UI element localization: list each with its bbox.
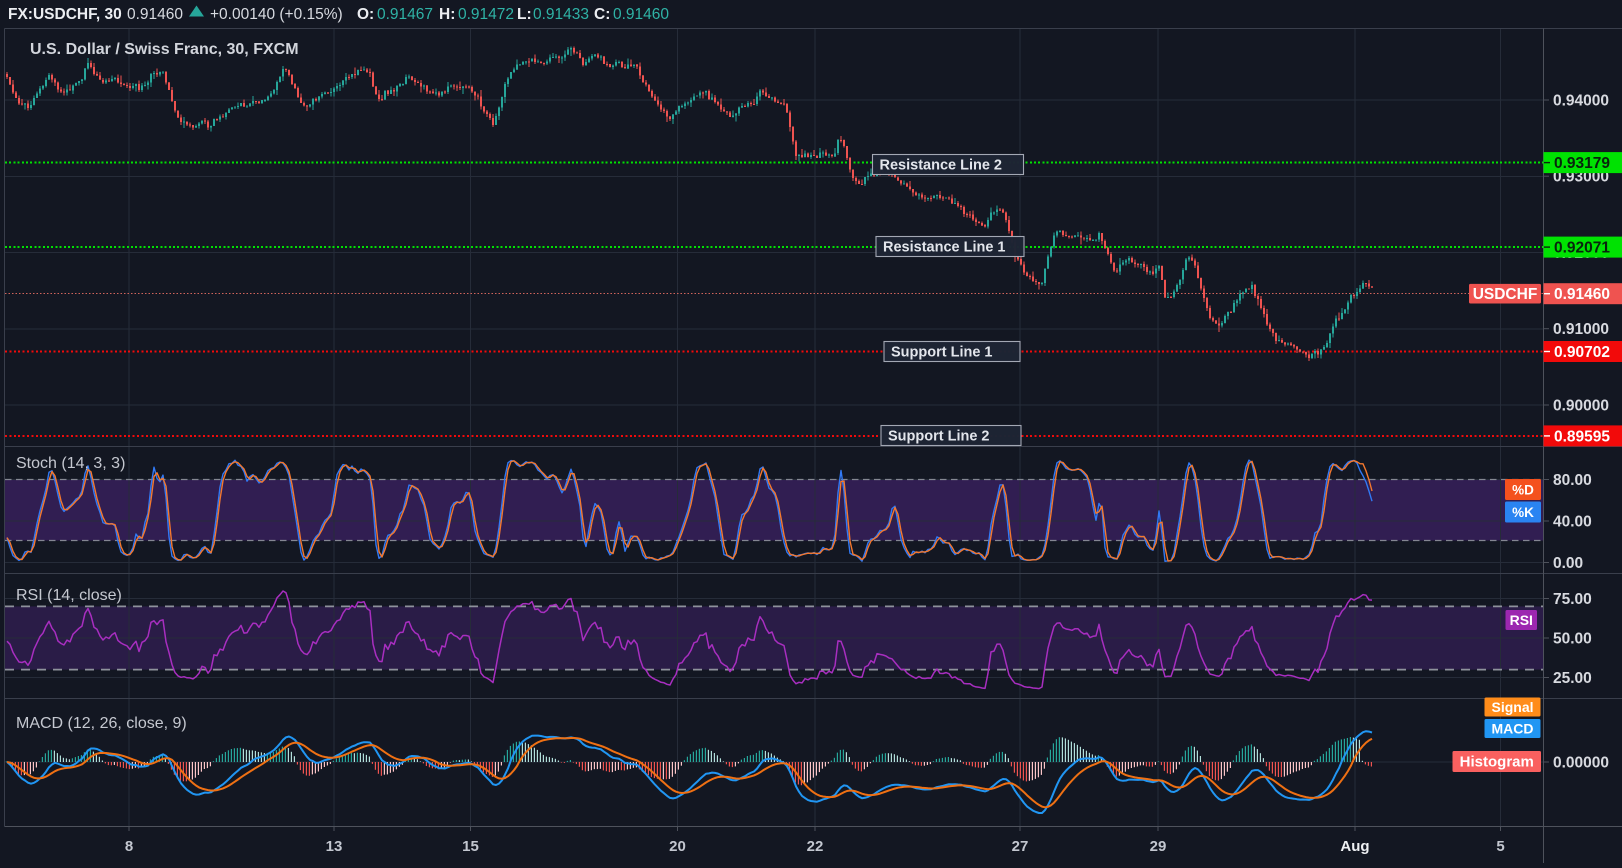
svg-text:0.91467: 0.91467: [377, 6, 433, 23]
svg-text:0.00000: 0.00000: [1553, 755, 1609, 772]
svg-text:29: 29: [1150, 838, 1167, 855]
svg-text:0.91000: 0.91000: [1553, 321, 1609, 338]
svg-text:+0.00140 (+0.15%): +0.00140 (+0.15%): [210, 6, 343, 23]
svg-text:Resistance Line 2: Resistance Line 2: [880, 158, 1003, 174]
svg-text:RSI (14, close): RSI (14, close): [16, 587, 122, 604]
svg-text:Support Line 1: Support Line 1: [891, 345, 993, 361]
svg-text:O:: O:: [357, 6, 374, 23]
svg-text:Signal: Signal: [1491, 699, 1533, 715]
svg-text:USDCHF: USDCHF: [1473, 286, 1538, 303]
svg-text:50.00: 50.00: [1553, 631, 1592, 648]
svg-text:Histogram: Histogram: [1460, 754, 1534, 771]
svg-text:U.S. Dollar / Swiss Franc, 30,: U.S. Dollar / Swiss Franc, 30, FXCM: [30, 41, 299, 58]
svg-text:0.91460: 0.91460: [613, 6, 669, 23]
svg-text:22: 22: [807, 838, 824, 855]
svg-text:25.00: 25.00: [1553, 670, 1592, 687]
svg-text:27: 27: [1012, 838, 1029, 855]
svg-text:0.00: 0.00: [1553, 555, 1583, 572]
svg-text:L:: L:: [517, 6, 532, 23]
svg-text:Aug: Aug: [1340, 838, 1369, 855]
svg-text:H:: H:: [439, 6, 455, 23]
svg-text:13: 13: [326, 838, 343, 855]
svg-text:0.91433: 0.91433: [533, 6, 589, 23]
svg-text:20: 20: [669, 838, 686, 855]
svg-text:0.93179: 0.93179: [1554, 155, 1610, 172]
svg-text:80.00: 80.00: [1553, 472, 1592, 489]
svg-text:0.94000: 0.94000: [1553, 93, 1609, 110]
svg-text:MACD: MACD: [1492, 721, 1534, 737]
svg-text:C:: C:: [594, 6, 610, 23]
svg-text:0.89595: 0.89595: [1554, 428, 1610, 445]
svg-text:75.00: 75.00: [1553, 591, 1592, 608]
svg-text:%K: %K: [1512, 505, 1534, 520]
svg-text:0.90702: 0.90702: [1554, 344, 1610, 361]
svg-text:0.92071: 0.92071: [1554, 240, 1610, 257]
svg-text:5: 5: [1496, 838, 1504, 855]
svg-text:0.91460: 0.91460: [1554, 286, 1610, 303]
svg-text:15: 15: [462, 838, 479, 855]
svg-text:Support Line 2: Support Line 2: [888, 429, 990, 445]
svg-text:Resistance Line 1: Resistance Line 1: [883, 240, 1006, 256]
svg-text:40.00: 40.00: [1553, 514, 1592, 531]
svg-text:0.90000: 0.90000: [1553, 398, 1609, 415]
svg-text:RSI: RSI: [1510, 612, 1533, 628]
svg-text:0.91460: 0.91460: [127, 6, 183, 23]
svg-text:MACD (12, 26, close, 9): MACD (12, 26, close, 9): [16, 715, 187, 732]
svg-text:%D: %D: [1512, 483, 1534, 498]
svg-text:Stoch (14, 3, 3): Stoch (14, 3, 3): [16, 455, 125, 472]
svg-text:FX:USDCHF, 30: FX:USDCHF, 30: [8, 6, 122, 23]
svg-text:0.91472: 0.91472: [458, 6, 514, 23]
svg-text:8: 8: [125, 838, 133, 855]
